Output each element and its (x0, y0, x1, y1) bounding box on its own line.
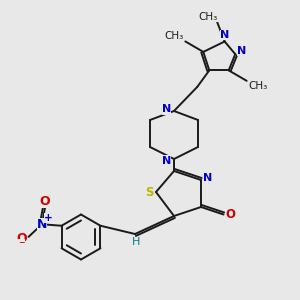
Text: N: N (37, 218, 47, 231)
Text: N: N (237, 46, 246, 56)
Text: +: + (44, 213, 53, 223)
Text: N: N (220, 30, 229, 40)
Text: N: N (203, 172, 212, 183)
Text: N: N (162, 155, 171, 166)
Text: CH₃: CH₃ (164, 31, 184, 41)
Text: O: O (40, 195, 50, 208)
Text: O: O (16, 232, 27, 245)
Text: ⁻: ⁻ (19, 239, 25, 252)
Text: CH₃: CH₃ (248, 81, 268, 91)
Text: N: N (162, 104, 171, 115)
Text: H: H (132, 237, 141, 248)
Text: CH₃: CH₃ (199, 12, 218, 22)
Text: O: O (225, 208, 235, 221)
Text: S: S (145, 185, 154, 199)
